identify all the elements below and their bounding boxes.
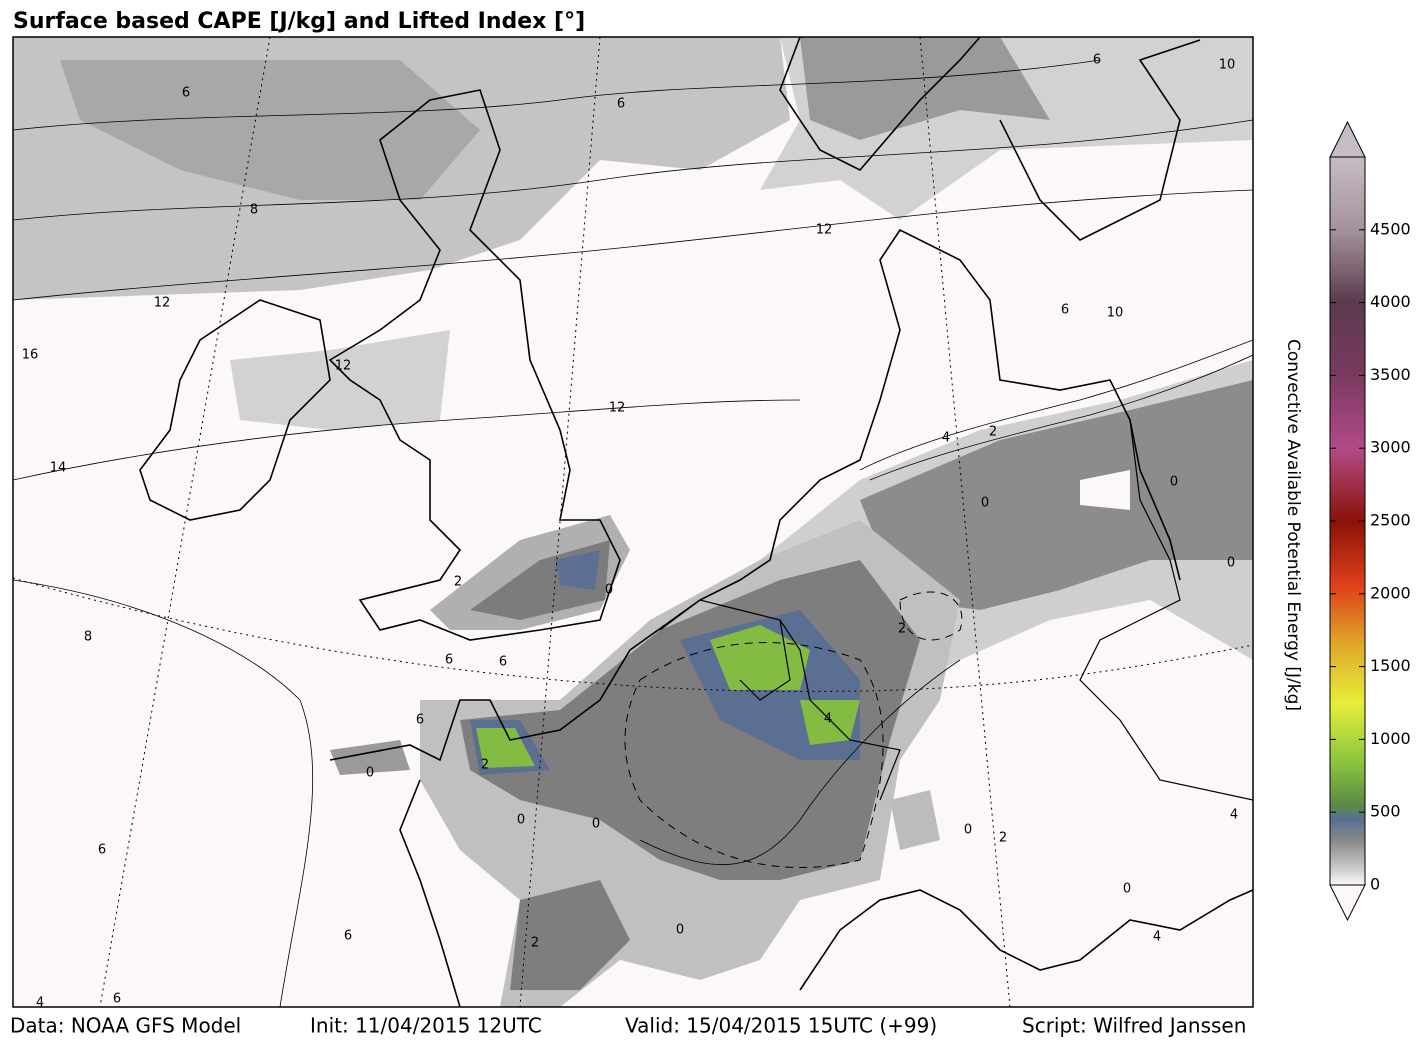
colorbar-tick-label: 1500 <box>1370 656 1411 675</box>
contour-label: 2 <box>454 575 462 590</box>
colorbar-label: Convective Available Potential Energy [J… <box>1283 339 1303 711</box>
contour-label: 0 <box>1227 556 1235 571</box>
contour-label: 6 <box>1093 53 1101 68</box>
contour-label: 4 <box>824 712 832 727</box>
contour-label: 12 <box>335 359 352 374</box>
contour-label: 8 <box>84 630 92 645</box>
contour-label: 6 <box>617 97 625 112</box>
contour-label: 6 <box>113 992 121 1007</box>
contour-label: 14 <box>50 461 67 476</box>
contour-label: 2 <box>898 622 906 637</box>
contour-label: 0 <box>366 766 374 781</box>
contour-label: 2 <box>999 831 1007 846</box>
contour-label: 2 <box>531 936 539 951</box>
contour-label: 0 <box>676 923 684 938</box>
footer-data: Data: NOAA GFS Model <box>10 1014 241 1038</box>
colorbar-tick-label: 1000 <box>1370 729 1411 748</box>
contour-label: 6 <box>416 713 424 728</box>
contour-label: 4 <box>1153 930 1161 945</box>
contour-label: 4 <box>36 996 44 1011</box>
colorbar <box>1329 120 1366 922</box>
contour-label: 0 <box>592 817 600 832</box>
contour-label: 16 <box>22 348 39 363</box>
contour-label: 8 <box>250 203 258 218</box>
footer-script: Script: Wilfred Janssen <box>1022 1014 1246 1038</box>
contour-label: 4 <box>1230 808 1238 823</box>
colorbar-tick-label: 4000 <box>1370 292 1411 311</box>
contour-label: 12 <box>154 296 171 311</box>
contour-label: 6 <box>445 653 453 668</box>
contour-label: 6 <box>1061 303 1069 318</box>
contour-label: 10 <box>1219 58 1236 73</box>
contour-label: 12 <box>816 223 833 238</box>
contour-label: 0 <box>981 496 989 511</box>
map-frame <box>12 36 1254 1008</box>
contour-label: 0 <box>1123 882 1131 897</box>
footer-valid: Valid: 15/04/2015 15UTC (+99) <box>625 1014 937 1038</box>
colorbar-tick-label: 2500 <box>1370 511 1411 530</box>
contour-label: 2 <box>989 425 997 440</box>
colorbar-tick-label: 500 <box>1370 802 1401 821</box>
contour-label: 6 <box>98 843 106 858</box>
contour-label: 6 <box>182 86 190 101</box>
colorbar-tick-label: 2000 <box>1370 583 1411 602</box>
colorbar-tick-label: 3500 <box>1370 365 1411 384</box>
colorbar-tick-label: 4500 <box>1370 219 1411 238</box>
contour-label: 10 <box>1107 306 1124 321</box>
title: Surface based CAPE [J/kg] and Lifted Ind… <box>13 9 585 34</box>
colorbar-tick-label: 3000 <box>1370 438 1411 457</box>
colorbar-tick-label: 0 <box>1370 875 1380 894</box>
contour-label: 6 <box>344 929 352 944</box>
contour-label: 4 <box>942 431 950 446</box>
contour-label: 12 <box>609 401 626 416</box>
contour-label: 0 <box>1170 475 1178 490</box>
contour-label: 0 <box>964 823 972 838</box>
footer-init: Init: 11/04/2015 12UTC <box>310 1014 542 1038</box>
contour-label: 0 <box>605 583 613 598</box>
map: 6 6 8 12 12 16 12 14 12 8 2 0 6 6 6 0 0 0 6 0 2 6 6 4 4 2 0 0 0 2 0 2 4 0… <box>13 37 1253 1011</box>
contour-label: 2 <box>481 758 489 773</box>
contour-label: 0 <box>517 813 525 828</box>
contour-label: 6 <box>499 655 507 670</box>
